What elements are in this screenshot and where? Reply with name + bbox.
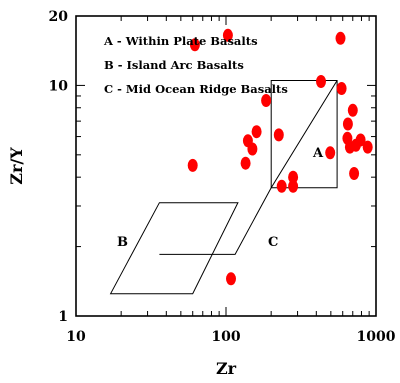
data-point	[344, 140, 355, 154]
legend-entry-c: C - Mid Ocean Ridge Basalts	[104, 82, 288, 96]
data-point	[189, 38, 200, 52]
data-point	[247, 142, 258, 156]
data-point	[325, 146, 336, 160]
data-point	[273, 128, 284, 142]
data-point	[342, 117, 353, 131]
data-point	[251, 125, 262, 139]
field-c-boundary	[159, 80, 338, 255]
field-label-c: C	[268, 235, 278, 250]
field-label-b: B	[117, 235, 128, 250]
data-point	[349, 167, 360, 180]
y-tick-label: 1	[58, 309, 68, 325]
data-point	[336, 82, 347, 95]
y-tick-label: 20	[49, 9, 69, 25]
data-point	[288, 170, 299, 184]
legend: A - Within Plate Basalts B - Island Arc …	[103, 34, 288, 96]
field-label-a: A	[312, 146, 324, 161]
data-point	[187, 158, 198, 172]
data-point	[276, 179, 287, 193]
legend-entry-a: A - Within Plate Basalts	[103, 34, 258, 48]
y-tick-label: 10	[49, 78, 69, 94]
x-axis-title: Zr	[216, 359, 237, 378]
data-point	[226, 272, 236, 286]
x-tick-label: 100	[211, 329, 240, 345]
legend-entry-b: B - Island Arc Basalts	[104, 58, 244, 72]
data-point	[222, 28, 233, 42]
x-tick-label: 1000	[357, 329, 396, 345]
data-point	[347, 103, 358, 117]
field-b-boundary	[109, 202, 239, 295]
data-point	[335, 31, 346, 45]
data-point	[288, 179, 299, 193]
y-axis-title: Zr/Y	[7, 147, 26, 185]
x-tick-label: 10	[66, 329, 86, 345]
data-point	[362, 140, 373, 154]
data-point	[261, 94, 272, 107]
data-point	[316, 75, 326, 88]
data-point	[240, 156, 251, 170]
